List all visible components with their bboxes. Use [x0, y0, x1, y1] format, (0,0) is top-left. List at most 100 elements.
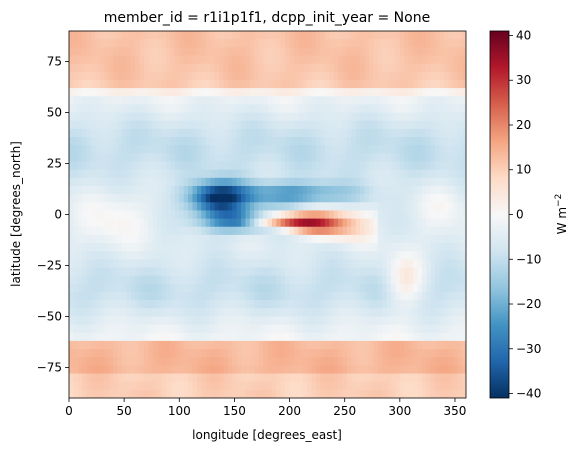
heatmap-cell: [461, 161, 466, 171]
heatmap-cell: [280, 300, 286, 309]
heatmap-cell: [108, 161, 114, 171]
heatmap-cell: [307, 234, 313, 244]
heatmap-cell: [241, 202, 247, 212]
heatmap-cell: [329, 340, 335, 350]
heatmap-cell: [192, 316, 198, 326]
heatmap-cell: [148, 373, 154, 383]
heatmap-cell: [223, 104, 229, 114]
heatmap-cell: [73, 316, 79, 326]
heatmap-cell: [148, 169, 154, 179]
heatmap-cell: [227, 55, 233, 65]
heatmap-cell: [143, 202, 149, 212]
heatmap-cell: [263, 161, 269, 171]
heatmap-cell: [166, 169, 172, 179]
heatmap-cell: [333, 63, 339, 73]
heatmap-cell: [148, 96, 154, 105]
heatmap-cell: [333, 31, 339, 40]
heatmap-cell: [179, 194, 185, 203]
heatmap-cell: [108, 259, 114, 269]
heatmap-cell: [232, 283, 238, 293]
heatmap-cell: [223, 340, 229, 350]
heatmap-cell: [448, 381, 454, 391]
heatmap-cell: [373, 161, 379, 171]
heatmap-cell: [258, 300, 264, 309]
heatmap-cell: [179, 39, 185, 48]
heatmap-cell: [218, 88, 224, 97]
heatmap-cell: [351, 39, 357, 48]
heatmap-cell: [457, 267, 463, 277]
heatmap-cell: [236, 300, 242, 309]
heatmap-cell: [293, 316, 299, 326]
heatmap-cell: [413, 381, 419, 391]
heatmap-cell: [368, 365, 374, 375]
heatmap-cell: [126, 300, 132, 309]
heatmap-cell: [232, 137, 238, 146]
heatmap-cell: [117, 169, 123, 179]
heatmap-cell: [245, 389, 251, 398]
heatmap-cell: [232, 55, 238, 65]
heatmap-cell: [271, 194, 277, 203]
heatmap-cell: [95, 349, 101, 358]
heatmap-cell: [271, 308, 277, 318]
heatmap-cell: [263, 251, 269, 260]
heatmap-cell: [373, 243, 379, 252]
heatmap-cell: [360, 332, 366, 342]
heatmap-cell: [183, 63, 189, 73]
heatmap-cell: [307, 340, 313, 350]
heatmap-cell: [373, 291, 379, 301]
heatmap-cell: [232, 365, 238, 375]
heatmap-cell: [342, 55, 348, 65]
heatmap-cell: [364, 112, 370, 122]
heatmap-cell: [351, 153, 357, 163]
heatmap-cell: [377, 381, 383, 391]
heatmap-cell: [126, 308, 132, 318]
heatmap-cell: [316, 332, 322, 342]
heatmap-cell: [435, 234, 441, 244]
heatmap-cell: [196, 243, 202, 252]
heatmap-cell: [329, 137, 335, 146]
heatmap-cell: [448, 291, 454, 301]
heatmap-cell: [192, 234, 198, 244]
heatmap-cell: [329, 39, 335, 48]
heatmap-cell: [276, 226, 282, 236]
heatmap-cell: [421, 291, 427, 301]
heatmap-cell: [421, 145, 427, 154]
heatmap-cell: [249, 291, 255, 301]
heatmap-cell: [329, 226, 335, 236]
heatmap-cell: [338, 308, 344, 318]
heatmap-cell: [196, 39, 202, 48]
heatmap-cell: [430, 275, 436, 285]
heatmap-cell: [346, 300, 352, 309]
heatmap-cell: [457, 210, 463, 220]
heatmap-cell: [435, 349, 441, 358]
heatmap-cell: [232, 300, 238, 309]
heatmap-cell: [157, 112, 163, 122]
heatmap-cell: [121, 153, 127, 163]
heatmap-cell: [307, 161, 313, 171]
heatmap-cell: [117, 349, 123, 358]
heatmap-cell: [346, 177, 352, 187]
heatmap-cell: [73, 194, 79, 203]
heatmap-cell: [143, 137, 149, 146]
heatmap-cell: [69, 308, 75, 318]
heatmap-cell: [86, 316, 92, 326]
heatmap-cell: [289, 332, 295, 342]
heatmap-cell: [117, 300, 123, 309]
heatmap-cell: [179, 63, 185, 73]
heatmap-cell: [342, 300, 348, 309]
heatmap-cell: [241, 112, 247, 122]
heatmap-cell: [382, 234, 388, 244]
heatmap-cell: [289, 340, 295, 350]
heatmap-cell: [382, 185, 388, 195]
heatmap-cell: [99, 169, 105, 179]
heatmap-cell: [183, 55, 189, 65]
heatmap-cell: [355, 234, 361, 244]
heatmap-cell: [143, 47, 149, 57]
heatmap-cell: [439, 218, 445, 228]
heatmap-cell: [338, 96, 344, 105]
heatmap-cell: [448, 96, 454, 105]
heatmap-cell: [351, 389, 357, 398]
heatmap-cell: [342, 332, 348, 342]
heatmap-cell: [382, 365, 388, 375]
heatmap-cell: [157, 316, 163, 326]
